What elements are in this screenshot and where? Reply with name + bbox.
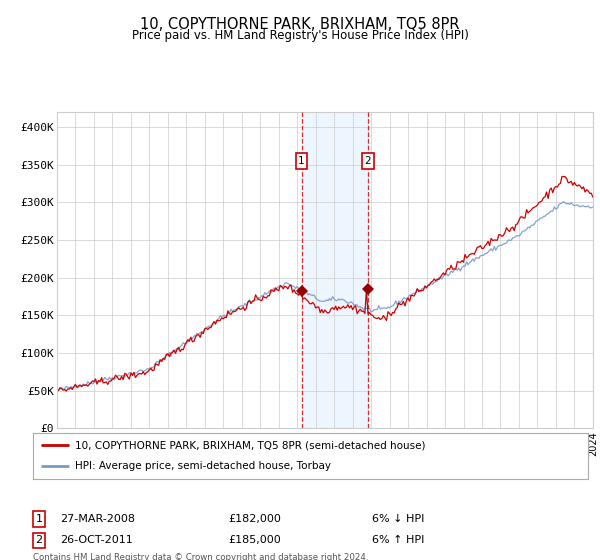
Text: Price paid vs. HM Land Registry's House Price Index (HPI): Price paid vs. HM Land Registry's House … [131,29,469,42]
Text: £182,000: £182,000 [228,514,281,524]
Text: 27-MAR-2008: 27-MAR-2008 [60,514,135,524]
Text: 10, COPYTHORNE PARK, BRIXHAM, TQ5 8PR (semi-detached house): 10, COPYTHORNE PARK, BRIXHAM, TQ5 8PR (s… [74,440,425,450]
Text: 1: 1 [298,156,305,166]
Text: HPI: Average price, semi-detached house, Torbay: HPI: Average price, semi-detached house,… [74,461,331,472]
Text: £185,000: £185,000 [228,535,281,545]
Text: 6% ↓ HPI: 6% ↓ HPI [372,514,424,524]
Text: 26-OCT-2011: 26-OCT-2011 [60,535,133,545]
Text: 6% ↑ HPI: 6% ↑ HPI [372,535,424,545]
Bar [302,112,368,428]
Text: 10, COPYTHORNE PARK, BRIXHAM, TQ5 8PR: 10, COPYTHORNE PARK, BRIXHAM, TQ5 8PR [140,17,460,32]
Text: 1: 1 [35,514,43,524]
Text: 2: 2 [35,535,43,545]
Text: Contains HM Land Registry data © Crown copyright and database right 2024.
This d: Contains HM Land Registry data © Crown c… [33,553,368,560]
Text: 2: 2 [364,156,371,166]
